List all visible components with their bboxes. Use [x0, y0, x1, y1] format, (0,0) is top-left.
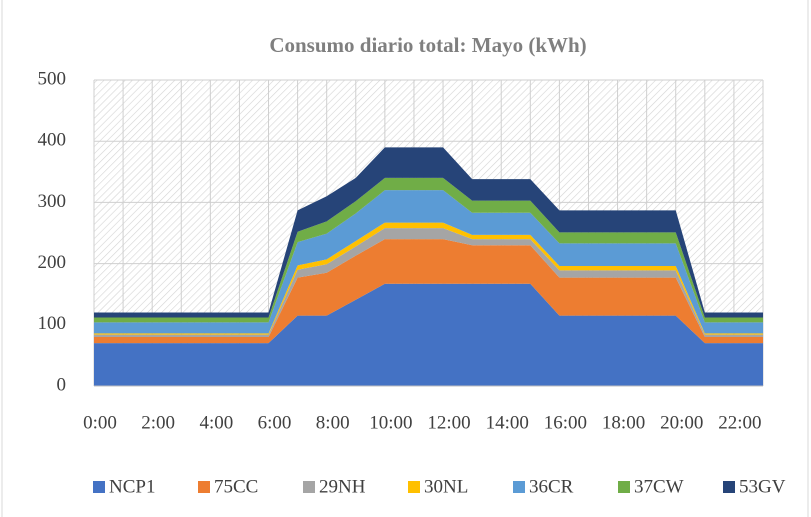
legend-swatch — [303, 481, 315, 493]
legend-swatch — [408, 481, 420, 493]
legend-swatch — [723, 481, 735, 493]
legend-swatch — [93, 481, 105, 493]
x-tick-label: 14:00 — [486, 412, 529, 433]
x-tick-label: 0:00 — [83, 412, 117, 433]
y-tick-label: 400 — [38, 130, 67, 151]
area — [94, 239, 763, 344]
x-tick-label: 8:00 — [316, 412, 350, 433]
y-tick-label: 200 — [38, 252, 67, 273]
x-tick-label: 12:00 — [427, 412, 470, 433]
y-tick-label: 500 — [38, 68, 67, 89]
legend-label: 30NL — [424, 476, 468, 497]
x-tick-label: 2:00 — [141, 412, 175, 433]
area — [94, 147, 763, 318]
x-tick-label: 22:00 — [718, 412, 761, 433]
x-tick-label: 16:00 — [544, 412, 587, 433]
legend-label: 53GV — [739, 476, 786, 497]
legend-label: 29NH — [319, 476, 366, 497]
y-tick-label: 0 — [57, 374, 67, 395]
legend-label: 75CC — [214, 476, 258, 497]
area — [94, 283, 763, 386]
chart-title: Consumo diario total: Mayo (kWh) — [269, 33, 586, 57]
x-tick-label: 6:00 — [258, 412, 292, 433]
legend-swatch — [198, 481, 210, 493]
y-tick-label: 300 — [38, 191, 67, 212]
y-tick-label: 100 — [38, 313, 67, 334]
x-tick-label: 4:00 — [199, 412, 233, 433]
legend-swatch — [513, 481, 525, 493]
legend-label: 37CW — [634, 476, 684, 497]
legend-label: NCP1 — [109, 476, 155, 497]
x-tick-label: 20:00 — [660, 412, 703, 433]
legend-label: 36CR — [529, 476, 574, 497]
x-tick-label: 10:00 — [369, 412, 412, 433]
legend-swatch — [618, 481, 630, 493]
x-tick-label: 18:00 — [602, 412, 645, 433]
area — [94, 190, 763, 334]
